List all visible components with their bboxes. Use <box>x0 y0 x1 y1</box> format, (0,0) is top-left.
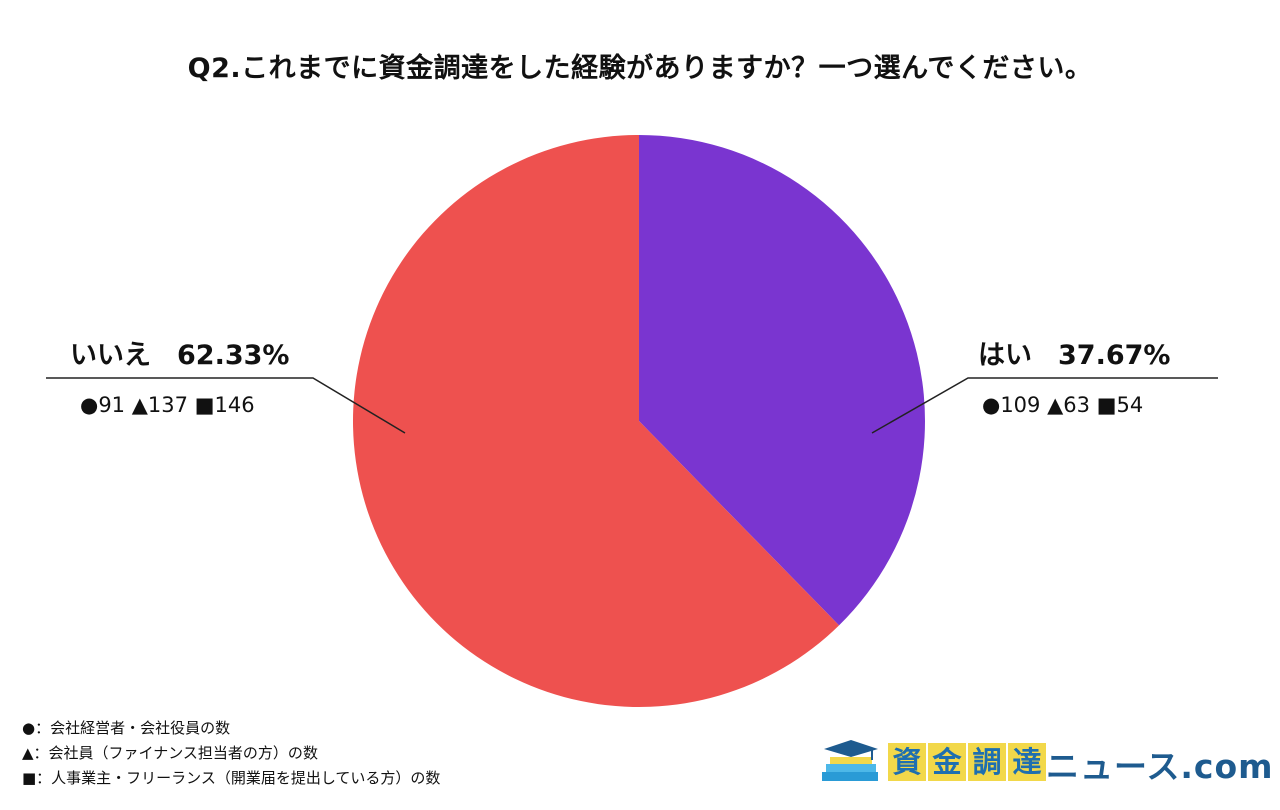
legend-item-triangle: ▲：会社員（ファイナンス担当者の方）の数 <box>22 744 318 762</box>
legend-item-square: ■：人事業主・フリーランス（開業届を提出している方）の数 <box>22 769 441 787</box>
leader-line-no <box>46 377 406 434</box>
pie-slice-no <box>352 135 840 708</box>
leader-line-yes <box>871 377 1218 434</box>
logo-suffix: ニュース.com <box>1046 747 1274 786</box>
legend-item-circle: ●：会社経営者・会社役員の数 <box>22 719 231 737</box>
slice-label-yes: はい 37.67% <box>978 333 1170 372</box>
site-logo: 資 金 調 達 ニュース.com <box>820 738 1273 786</box>
chart-title: Q2.これまでに資金調達をした経験がありますか？一つ選んでください。 <box>187 53 1093 84</box>
slice-percent-yes: 37.67% <box>1058 340 1171 371</box>
logo-char-2: 金 <box>928 743 966 781</box>
slice-name-no: いいえ <box>70 340 151 371</box>
legend: ●：会社経営者・会社役員の数 ▲：会社員（ファイナンス担当者の方）の数 ■：人事… <box>22 716 440 791</box>
logo-char-4: 達 <box>1008 743 1046 781</box>
logo-char-1: 資 <box>888 743 926 781</box>
logo-char-3: 調 <box>968 743 1006 781</box>
slice-counts-yes: ●109 ▲63 ■54 <box>982 393 1144 417</box>
graduation-books-icon <box>822 740 878 781</box>
slice-name-yes: はい <box>978 340 1032 371</box>
pie-slice-yes <box>639 135 925 626</box>
slice-label-no: いいえ 62.33% <box>70 333 289 372</box>
slice-percent-no: 62.33% <box>177 340 290 371</box>
slice-counts-no: ●91 ▲137 ■146 <box>80 393 255 417</box>
